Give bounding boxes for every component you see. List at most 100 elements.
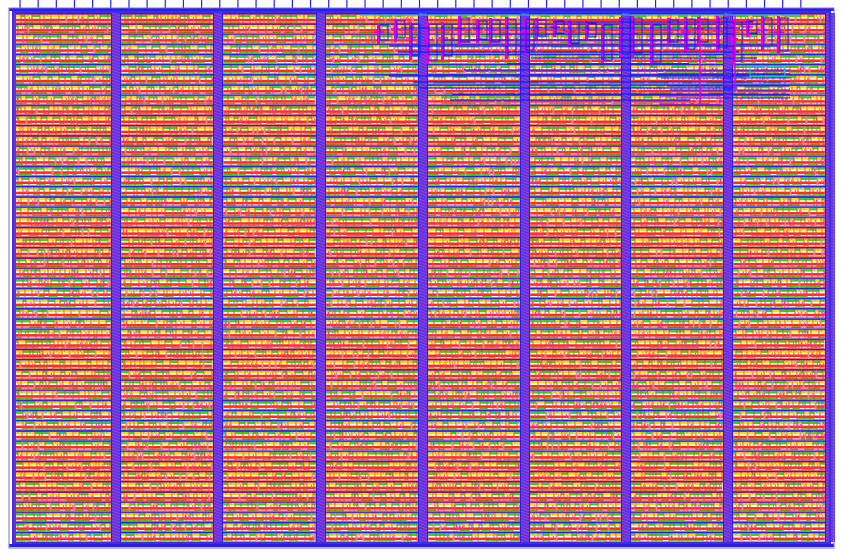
cell-poly [78,39,82,42]
cell-poly [252,49,258,52]
cell-poly [210,19,212,22]
cell-diffusion [77,56,82,58]
cell-diffusion [33,25,40,27]
cell-poly [610,29,616,32]
cell-contact [336,46,337,47]
cell-diffusion [326,35,332,37]
cell-poly [95,29,97,32]
cell-pin [745,17,746,20]
cell-diffusion [100,45,107,47]
cell-contact [720,35,721,36]
cell-poly [814,19,819,22]
cell-diffusion-bottom [640,42,646,43]
cell-diffusion [333,15,340,17]
cell-contact [810,46,811,47]
cell-diffusion-bottom [268,62,275,63]
cell-diffusion [253,56,259,58]
cell-diffusion-bottom [431,62,434,63]
cell-poly [428,19,430,22]
cell-contact [46,15,47,16]
cell-pin [278,17,279,20]
cell-poly [188,29,193,32]
cell-diffusion-bottom [223,21,230,22]
cell-diffusion-bottom [89,32,94,33]
cell-pin [430,48,431,51]
cell-diffusion-bottom [15,62,19,63]
cell-diffusion [171,56,175,58]
cell-poly [751,29,755,32]
cell-diffusion [767,35,774,37]
cell-contact [102,46,103,47]
cell-contact [648,35,649,36]
cell-contact [282,25,283,26]
cell-diffusion-bottom [223,52,230,53]
cell-diffusion [59,15,65,17]
cell-poly [375,19,379,22]
cell-diffusion-bottom [171,62,175,63]
cell-poly [23,39,26,42]
cell-diffusion-bottom [252,52,258,53]
cell-poly [192,59,199,62]
cell-poly [259,39,265,42]
cell-diffusion-bottom [808,42,814,43]
cell-pin [200,37,201,40]
cell-poly [764,49,769,52]
cell-contact [70,46,71,47]
cell-poly [435,19,439,22]
cell-diffusion [273,45,275,47]
cell-poly [341,19,347,22]
cell-pin [81,17,82,20]
cell-contact [225,25,226,26]
cell-poly [333,19,340,22]
cell-contact [672,35,673,36]
cell-contact [361,46,362,47]
cell-diffusion-bottom [283,52,290,53]
cell-poly [235,39,240,42]
cell-contact [270,56,271,57]
cell-diffusion-bottom [326,21,332,22]
cell-pin [295,37,296,40]
cell-poly [186,39,190,42]
cell-diffusion-bottom [168,21,172,22]
cell-pin [159,58,160,61]
cell-diffusion-bottom [379,42,383,43]
cell-contact [260,25,261,26]
cell-diffusion [250,25,257,27]
cell-diffusion-bottom [451,21,458,22]
cell-contact [397,35,398,36]
cell-diffusion-bottom [768,21,773,22]
cell-poly [819,49,821,52]
cell-diffusion [190,45,197,47]
cell-diffusion-bottom [276,21,279,22]
cell-diffusion-bottom [66,62,68,63]
cell-poly [174,49,181,52]
cell-diffusion-bottom [185,32,187,33]
cell-contact [54,25,55,26]
cell-poly [456,59,460,62]
cell-pin [372,58,373,61]
cell-diffusion [130,45,137,47]
cell-poly [273,49,275,52]
cell-diffusion-bottom [435,62,442,63]
cell-pin [360,17,361,20]
cell-poly [708,19,714,22]
cell-diffusion-bottom [273,32,279,33]
cell-contact [354,35,355,36]
cell-diffusion-bottom [291,52,297,53]
cell-contact [25,56,26,57]
cell-contact [75,15,76,16]
cell-diffusion-bottom [229,32,232,33]
cell-contact [154,46,155,47]
cell-diffusion-bottom [154,21,157,22]
cell-diffusion-bottom [25,21,31,22]
cell-diffusion-bottom [307,42,312,43]
cell-diffusion-bottom [137,32,142,33]
cell-pin [337,58,338,61]
cell-pin [502,58,503,61]
cell-poly [141,19,146,22]
cell-contact [183,46,184,47]
cell-diffusion [307,25,314,27]
cell-diffusion-bottom [780,42,782,43]
cell-diffusion-bottom [60,32,67,33]
cell-diffusion-bottom [129,42,134,43]
